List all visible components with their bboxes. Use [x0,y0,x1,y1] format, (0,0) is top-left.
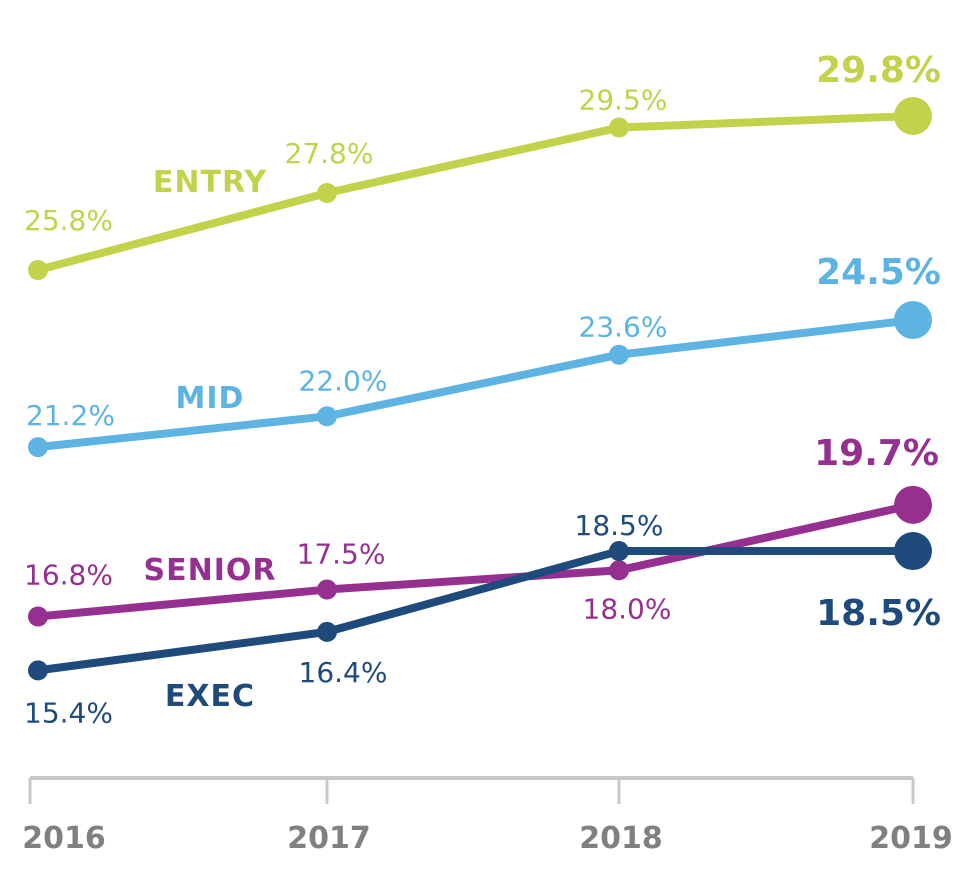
data-label-mid: 22.0% [299,364,388,397]
data-label-entry: 25.8% [24,204,113,237]
data-label-entry: 29.5% [579,84,668,117]
data-labels: 25.8% 27.8% 29.5% 29.8% ENTRY 21.2% 22.0% 23.6%… [24,50,941,729]
series-name-mid: MID [176,381,245,416]
data-point-mid [609,344,629,365]
data-point-mid [894,301,932,340]
data-label-senior: 16.8% [24,559,113,592]
series-name-exec: EXEC [165,679,255,714]
data-point-mid [28,437,48,458]
data-point-entry [894,97,932,135]
end-value-label-mid: 24.5% [816,252,941,293]
series-line-mid [34,316,917,452]
series-name-entry: ENTRY [153,165,268,200]
x-axis: 2016 2017 2018 2019 [22,776,953,856]
x-tick-label: 2019 [869,821,953,856]
data-label-mid: 23.6% [579,311,668,344]
x-tick-label: 2018 [579,821,663,856]
data-point-exec [28,660,48,681]
data-point-senior [609,560,629,581]
data-label-senior: 18.0% [583,592,672,625]
series-line-senior [34,500,917,621]
data-point-senior [317,579,337,600]
data-point-exec [894,532,932,571]
series-lines [28,97,932,681]
end-value-label-entry: 29.8% [816,50,941,91]
data-point-senior [28,606,48,627]
data-point-mid [317,406,337,427]
data-point-senior [894,485,932,524]
x-tick-label: 2017 [287,821,371,856]
data-label-mid: 21.2% [26,399,115,432]
data-point-entry [609,117,629,138]
data-point-entry [28,260,48,280]
data-label-senior: 17.5% [297,538,386,571]
end-value-label-senior: 19.7% [814,433,939,474]
data-point-entry [317,183,337,203]
series-name-senior: SENIOR [144,553,277,588]
data-label-entry: 27.8% [285,137,374,170]
data-label-exec: 18.5% [575,509,664,542]
series-line-exec [34,547,917,675]
data-point-exec [609,541,629,562]
data-point-exec [317,621,337,642]
data-label-exec: 16.4% [299,656,388,689]
data-label-exec: 15.4% [24,696,113,729]
x-tick-label: 2016 [22,821,106,856]
series-line-entry [34,112,917,274]
end-value-label-exec: 18.5% [816,593,941,634]
